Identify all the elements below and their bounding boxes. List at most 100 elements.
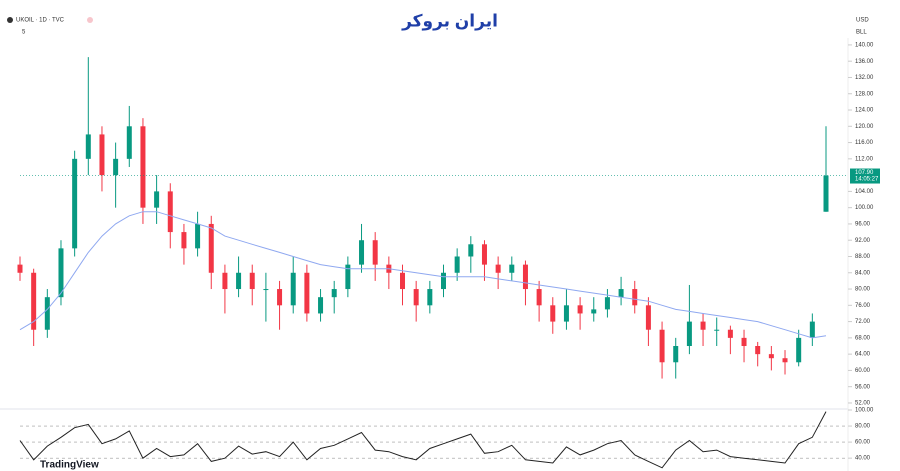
candle-body	[440, 272, 446, 290]
candle-body	[768, 354, 774, 359]
y-tick-label: 140.00	[855, 42, 874, 48]
y-tick-label: 52.00	[855, 401, 871, 407]
y-tick-label: 80.00	[855, 287, 871, 293]
candle-body	[72, 158, 78, 249]
indicator-label: 5	[22, 30, 26, 36]
candle-body	[686, 321, 692, 347]
y-tick-label: 88.00	[855, 254, 871, 260]
candle-body	[181, 232, 187, 249]
y-tick-label: 128.00	[855, 91, 874, 97]
candle-body	[782, 358, 788, 363]
candle-body	[400, 272, 406, 290]
candle-body	[44, 297, 50, 330]
countdown: 14:05:27	[855, 177, 879, 183]
rsi-tick-label: 60.00	[855, 440, 871, 446]
symbol-icon	[7, 17, 13, 23]
y-tick-label: 56.00	[855, 384, 871, 390]
y-tick-label: 124.00	[855, 108, 874, 114]
candle-body	[126, 126, 132, 159]
candle-body	[604, 297, 610, 310]
watermark: TradingView	[40, 460, 99, 471]
candle-body	[481, 244, 487, 265]
candle-body	[372, 240, 378, 265]
candle-body	[140, 126, 146, 208]
currency: USD	[856, 18, 869, 24]
candle-body	[755, 346, 761, 355]
candle-body	[277, 289, 283, 306]
candle-body	[154, 191, 160, 208]
candle-body	[345, 264, 351, 290]
y-tick-label: 136.00	[855, 59, 874, 65]
unit: BLL	[856, 30, 867, 36]
candle-body	[563, 305, 569, 322]
y-tick-label: 76.00	[855, 303, 871, 309]
y-tick-label: 68.00	[855, 335, 871, 341]
candle-body	[509, 264, 515, 273]
y-tick-label: 100.00	[855, 205, 874, 211]
y-tick-label: 112.00	[855, 156, 874, 162]
last-price-label: 107.90	[855, 170, 874, 176]
candle-body	[318, 297, 324, 314]
candle-body	[495, 264, 501, 273]
candle-body	[263, 289, 269, 291]
y-tick-label: 60.00	[855, 368, 871, 374]
y-tick-label: 104.00	[855, 189, 874, 195]
status-dot	[87, 17, 93, 23]
rsi-tick-label: 80.00	[855, 424, 871, 430]
rsi-tick-label: 100.00	[855, 408, 874, 414]
candle-body	[468, 244, 474, 257]
candle-body	[236, 272, 242, 290]
candle-body	[31, 272, 37, 330]
candle-body	[359, 240, 365, 265]
candle-body	[58, 248, 64, 298]
candle-body	[413, 289, 419, 306]
y-tick-label: 120.00	[855, 124, 874, 130]
candle-body	[427, 289, 433, 306]
candle-body	[809, 321, 815, 338]
last-price-box	[850, 168, 880, 184]
candle-body	[167, 191, 173, 233]
candle-body	[591, 309, 597, 314]
candle-body	[249, 272, 255, 290]
candle-body	[85, 134, 91, 159]
candle-body	[304, 272, 310, 314]
candle-body	[208, 223, 214, 273]
candle-body	[714, 329, 720, 331]
chart-title: UKOIL · 1D · TVC	[16, 18, 65, 24]
y-tick-label: 116.00	[855, 140, 874, 146]
candle-body	[290, 272, 296, 306]
candle-body	[659, 329, 665, 363]
candle-body	[645, 305, 651, 330]
candle-body	[113, 158, 119, 176]
y-tick-label: 84.00	[855, 270, 871, 276]
candle-body	[550, 305, 556, 322]
candle-body	[796, 337, 802, 363]
rsi-tick-label: 40.00	[855, 456, 871, 462]
brand-logo: ایران بروکر	[401, 11, 498, 31]
candle-body	[618, 289, 624, 298]
candle-body	[99, 134, 105, 176]
y-tick-label: 132.00	[855, 75, 874, 81]
candle-body	[17, 264, 23, 273]
moving-average	[19, 211, 827, 339]
candle-body	[577, 305, 583, 314]
candle-body	[536, 289, 542, 306]
candle-body	[331, 289, 337, 298]
candle-body	[673, 346, 679, 363]
candle-body	[454, 256, 460, 273]
y-tick-label: 92.00	[855, 238, 871, 244]
candle-body	[222, 272, 228, 290]
y-tick-label: 96.00	[855, 222, 871, 228]
candle-body	[700, 321, 706, 330]
y-tick-label: 72.00	[855, 319, 871, 325]
candle-body	[632, 289, 638, 306]
candle-body	[727, 329, 733, 338]
candle-body	[741, 337, 747, 347]
candle-body	[522, 264, 528, 290]
candle-body	[195, 223, 201, 249]
y-tick-label: 64.00	[855, 352, 871, 358]
rsi-line	[19, 411, 827, 469]
